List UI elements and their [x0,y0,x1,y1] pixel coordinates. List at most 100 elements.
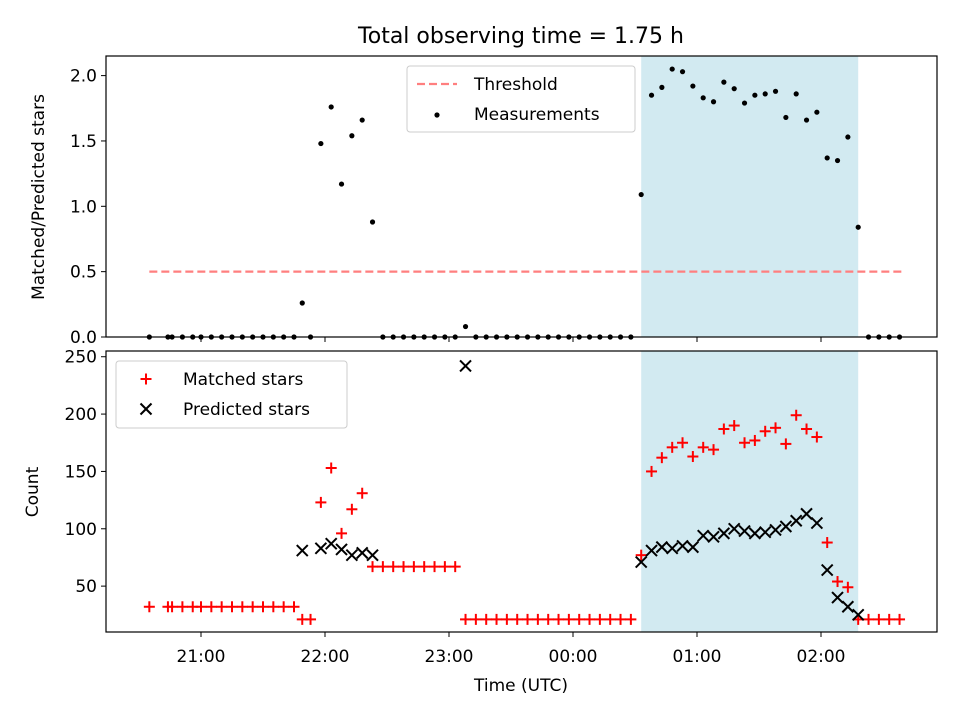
bottom-panel: 21:00 22:00 23:00 00:00 01:00 02:00 50 100 150 2… [23,348,938,696]
predicted-point [758,526,772,539]
measurement-point [338,181,345,187]
predicted-point [831,591,844,604]
matched-point [863,613,875,625]
matched-point [749,434,761,446]
matched-point [832,576,844,588]
predicted-point [645,544,658,557]
matched-point [205,601,217,613]
top-chart-title: Total observing time = 1.75 h [357,24,684,49]
top-legend: Threshold Measurements [406,65,636,133]
top-y-tick-label: 2.0 [70,67,97,87]
measurement-point [762,91,768,97]
bottom-y-tick-label: 100 [65,520,97,540]
predicted-point [296,544,309,557]
predicted-point [800,507,813,521]
measurement-point [638,191,644,198]
matched-point [873,613,885,625]
top-y-tick-label: 1.5 [70,132,97,152]
bottom-y-axis-label: Count [23,466,43,517]
matched-point [532,613,544,625]
matched-point [377,561,389,573]
x-tick-label: 00:00 [549,647,598,667]
measurement-point [721,79,727,85]
matched-point [759,425,771,437]
matched-point [449,561,461,573]
matched-point [480,613,492,625]
predicted-point [769,523,782,537]
x-tick-label: 21:00 [177,647,226,667]
matched-point [367,561,379,573]
matched-point [387,561,399,573]
matched-point [635,549,647,561]
predicted-point [696,529,710,542]
matched-point [811,431,823,443]
measurement-point [648,92,655,98]
matched-point [883,613,895,625]
top-highlight-band [641,56,859,337]
bottom-legend-box [115,360,348,429]
measurement-point [824,155,830,161]
matched-point [267,601,279,613]
matched-point [584,613,596,625]
predicted-point [345,548,359,562]
measurement-point [462,323,469,330]
measurement-point [359,117,365,123]
predicted-point [314,542,328,555]
measurement-point [369,219,376,225]
matched-point [278,601,290,613]
legend-predicted-label: Predicted stars [183,400,310,420]
matched-point [573,613,585,625]
top-y-tick-label: 0.0 [70,328,97,348]
matched-point [336,527,348,539]
x-axis-label: Time (UTC) [473,676,568,696]
predicted-point [789,514,803,527]
measurement-point [731,86,737,92]
matched-point [594,613,606,625]
legend-measurements-swatch [434,112,440,118]
matched-point [257,601,269,613]
legend-predicted-swatch [139,402,153,416]
measurement-point [855,224,861,230]
predicted-point [459,359,472,373]
measurement-point [783,114,789,121]
predicted-point [707,530,720,544]
matched-point [236,601,248,613]
predicted-point [676,539,689,553]
measurement-point [752,92,758,98]
matched-point [315,496,327,508]
predicted-point [324,537,338,550]
predicted-point [665,542,679,555]
measurement-point [741,100,748,106]
matched-point [176,601,188,613]
matched-point [604,613,616,625]
bottom-highlight-band [641,351,859,632]
matched-point [770,422,782,434]
predicted-point [810,516,824,530]
matched-point [356,487,368,499]
matched-point [470,613,482,625]
predicted-point [366,548,379,562]
predicted-point [655,540,669,554]
matched-point [666,441,678,453]
measurement-point [793,91,799,97]
predicted-point [851,608,865,622]
measurement-point [772,88,779,94]
matched-point [894,613,906,625]
bottom-y-tick-label: 200 [65,405,97,425]
measurement-point [700,95,706,101]
matched-point [801,423,813,435]
matched-point [288,601,300,613]
matched-point [542,613,554,625]
bottom-y-tick-label: 150 [65,462,97,482]
predicted-point [748,527,762,540]
top-legend-box [406,65,636,133]
matched-point [439,561,451,573]
predicted-point [841,600,855,613]
matched-point [195,601,207,613]
x-tick-label: 22:00 [301,647,350,667]
matched-point [842,581,854,593]
matched-point [460,613,472,625]
measurement-point [834,157,841,164]
predicted-point [335,543,348,556]
